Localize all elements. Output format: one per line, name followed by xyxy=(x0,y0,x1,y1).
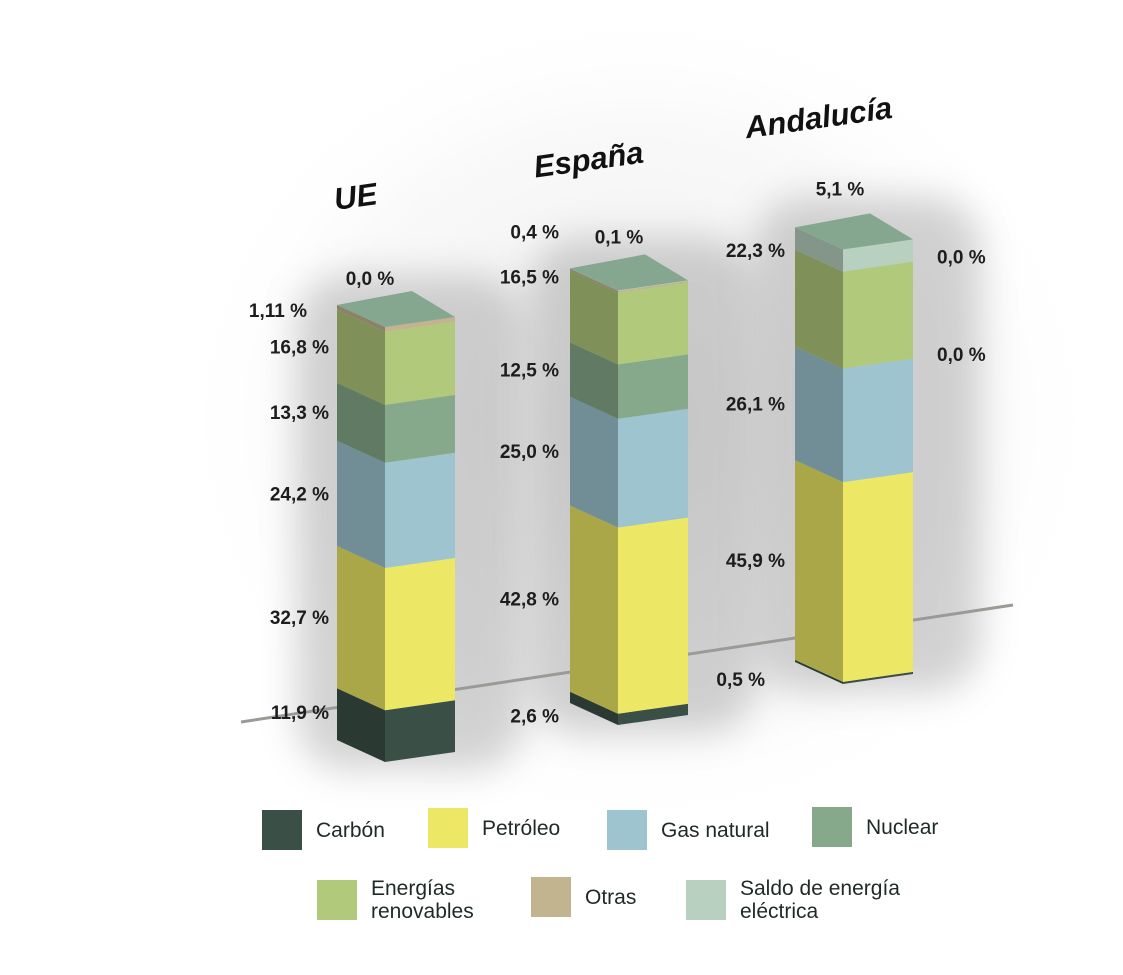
bar-segment-andalucia-saldo-de-energia-electrica xyxy=(843,239,913,272)
bar-side-andalucia-saldo-de-energia-electrica xyxy=(795,227,843,272)
bar-side-espana-energias-renovables xyxy=(570,270,618,365)
legend-swatch-otras xyxy=(531,877,571,917)
value-label-ue-carbon: 11,9 % xyxy=(271,703,329,724)
bar-segment-ue-gas-natural xyxy=(385,452,455,568)
value-label-ue-nuclear: 13,3 % xyxy=(270,403,329,424)
bar-top-ue xyxy=(337,290,455,327)
bar-side-ue-gas-natural xyxy=(337,440,385,568)
bar-segment-andalucia-energias-renovables xyxy=(843,261,913,369)
value-label-espana-energias-renovables: 16,5 % xyxy=(500,267,559,288)
bar-side-andalucia-carbon xyxy=(795,659,843,684)
bar-segment-ue-carbon xyxy=(385,700,455,762)
bar-side-ue-nuclear xyxy=(337,382,385,463)
legend-label-saldo-de-energia-electrica: Saldo de energía eléctrica xyxy=(740,877,900,923)
legend-label-energias-renovables: Energías renovables xyxy=(371,877,474,923)
bar-segment-andalucia-gas-natural xyxy=(843,358,913,483)
bar-segment-ue-petroleo xyxy=(385,557,455,711)
bar-side-espana-petroleo xyxy=(570,505,618,714)
legend-item-saldo-de-energia-electrica: Saldo de energía eléctrica xyxy=(686,877,900,923)
bar-side-ue-otras xyxy=(337,304,385,332)
value-label-espana-petroleo: 42,8 % xyxy=(500,590,559,611)
bar-side-ue-energias-renovables xyxy=(337,309,385,405)
value-label-andalucia-carbon: 0,5 % xyxy=(716,670,765,691)
value-label-andalucia-gas-natural: 26,1 % xyxy=(726,394,785,415)
bar-segment-espana-petroleo xyxy=(618,517,688,714)
value-label-andalucia-petroleo: 45,9 % xyxy=(726,551,785,572)
value-label-ue-otras: 1,11 % xyxy=(249,301,307,322)
bar-top-andalucia xyxy=(795,213,913,250)
legend-swatch-gas-natural xyxy=(607,810,647,850)
bar-segment-andalucia-carbon xyxy=(843,671,913,684)
value-label-espana-saldo-de-energia-electrica: 0,1 % xyxy=(595,227,644,248)
bar-side-espana-otras xyxy=(570,268,618,293)
bar-side-andalucia-energias-renovables xyxy=(795,249,843,369)
bar-side-espana-saldo-de-energia-electrica xyxy=(570,268,618,291)
bar-segment-espana-gas-natural xyxy=(618,408,688,528)
value-label-ue-energias-renovables: 16,8 % xyxy=(270,337,329,358)
bar-segment-espana-energias-renovables xyxy=(618,282,688,365)
bar-side-ue-carbon xyxy=(337,688,385,762)
legend-label-nuclear: Nuclear xyxy=(866,815,939,839)
bar-segment-ue-nuclear xyxy=(385,394,455,463)
legend-label-carbon: Carbón xyxy=(316,818,385,842)
legend-item-nuclear: Nuclear xyxy=(812,807,938,847)
value-label-espana-nuclear: 12,5 % xyxy=(500,361,559,382)
bar-side-andalucia-gas-natural xyxy=(795,346,843,483)
value-label-espana-carbon: 2,6 % xyxy=(510,706,559,727)
bar-side-espana-gas-natural xyxy=(570,396,618,528)
legend-swatch-energias-renovables xyxy=(317,880,357,920)
legend-swatch-carbon xyxy=(262,810,302,850)
bar-segment-espana-otras xyxy=(618,280,688,293)
legend-swatch-nuclear xyxy=(812,807,852,847)
value-label-andalucia-nuclear: 0,0 % xyxy=(937,345,986,366)
bar-side-ue-petroleo xyxy=(337,545,385,711)
legend-item-energias-renovables: Energías renovables xyxy=(317,877,474,923)
legend-label-otras: Otras xyxy=(585,885,637,909)
bar-segment-ue-otras xyxy=(385,316,455,332)
bar-side-andalucia-petroleo xyxy=(795,460,843,682)
legend-swatch-saldo-de-energia-electrica xyxy=(686,880,726,920)
value-label-ue-saldo-de-energia-electrica: 0,0 % xyxy=(346,269,395,290)
bar-side-espana-carbon xyxy=(570,691,618,725)
value-label-espana-otras: 0,4 % xyxy=(510,223,559,244)
bar-segment-andalucia-petroleo xyxy=(843,472,913,682)
bar-side-espana-nuclear xyxy=(570,342,618,419)
bars-layer xyxy=(337,213,913,762)
legend-item-gas-natural: Gas natural xyxy=(607,810,770,850)
value-label-andalucia-otras: 0,0 % xyxy=(937,247,986,268)
legend-label-gas-natural: Gas natural xyxy=(661,818,770,842)
value-label-andalucia-saldo-de-energia-electrica: 5,1 % xyxy=(816,179,865,200)
bar-espana xyxy=(570,254,688,725)
value-label-espana-gas-natural: 25,0 % xyxy=(500,442,559,463)
value-label-ue-petroleo: 32,7 % xyxy=(270,608,329,629)
legend-swatch-petroleo xyxy=(428,808,468,848)
bar-ue xyxy=(337,290,455,762)
bar-segment-espana-saldo-de-energia-electrica xyxy=(618,280,688,291)
bar-top-espana xyxy=(570,254,688,291)
category-title-ue: UE xyxy=(332,176,381,217)
bar-andalucia xyxy=(795,213,913,684)
legend-item-carbon: Carbón xyxy=(262,810,385,850)
legend-item-petroleo: Petróleo xyxy=(428,808,560,848)
value-label-andalucia-energias-renovables: 22,3 % xyxy=(726,241,785,262)
bar-segment-ue-energias-renovables xyxy=(385,321,455,405)
value-label-ue-gas-natural: 24,2 % xyxy=(270,484,329,505)
bar-segment-espana-carbon xyxy=(618,703,688,725)
bar-segment-espana-nuclear xyxy=(618,354,688,419)
legend-label-petroleo: Petróleo xyxy=(482,816,561,840)
legend-item-otras: Otras xyxy=(531,877,636,917)
